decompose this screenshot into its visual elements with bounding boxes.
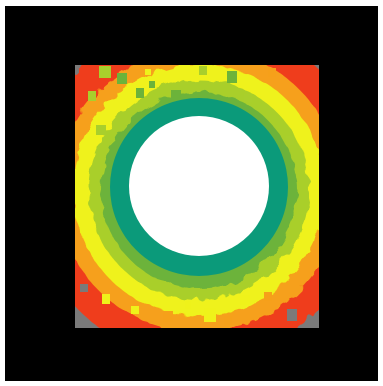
speckle-patch [244,94,252,102]
speckle-patch [117,73,127,84]
speckle-patch [240,295,250,305]
speckle-patch [149,81,155,88]
speckle-patch [264,292,272,301]
speckle-patch [136,88,144,98]
speckle-patch [287,309,297,321]
speckle-patch [224,316,232,325]
speckle-patch [185,301,191,309]
speckle-patch [99,66,111,78]
speckle-patch [145,69,151,75]
center-white [129,116,269,256]
heatmap-square [75,65,319,328]
speckle-patch [102,294,110,304]
speckle-patch [96,125,106,135]
speckle-patch [227,71,237,83]
speckles [80,66,297,325]
speckle-patch [286,136,294,145]
speckle-patch [199,66,207,75]
speckle-patch [171,90,181,100]
speckle-patch [163,311,173,322]
speckle-patch [80,284,88,292]
speckle-patch [268,68,276,77]
speckle-patch [131,306,139,314]
speckle-patch [204,308,216,322]
speckle-patch [88,91,96,101]
